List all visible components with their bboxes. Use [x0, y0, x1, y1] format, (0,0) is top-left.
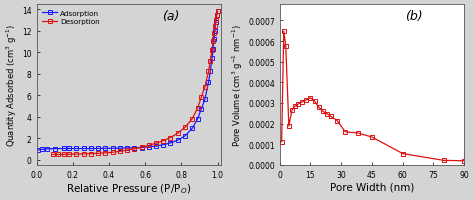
Adsorption	[199, 108, 204, 111]
Text: (a): (a)	[162, 10, 180, 23]
Adsorption	[189, 128, 195, 130]
Desorption	[168, 137, 173, 139]
Desorption	[210, 41, 216, 43]
Legend: Adsorption, Desorption: Adsorption, Desorption	[40, 8, 102, 27]
Desorption	[81, 153, 86, 155]
Adsorption	[153, 145, 159, 148]
Desorption	[117, 150, 123, 153]
Adsorption	[208, 71, 213, 73]
Desorption	[153, 142, 159, 145]
Desorption	[95, 152, 101, 155]
Adsorption	[214, 14, 219, 17]
Y-axis label: Pore Volume (cm$^3$ g$^{-1}$ nm$^{-1}$): Pore Volume (cm$^3$ g$^{-1}$ nm$^{-1}$)	[231, 24, 245, 146]
Adsorption	[52, 148, 57, 150]
Adsorption	[195, 118, 201, 120]
Adsorption	[45, 148, 50, 150]
Adsorption	[211, 39, 217, 41]
Desorption	[213, 20, 219, 22]
Adsorption	[212, 30, 218, 33]
Desorption	[199, 97, 204, 99]
Adsorption	[117, 147, 123, 150]
Desorption	[55, 154, 61, 156]
Desorption	[146, 144, 152, 147]
Desorption	[139, 146, 145, 149]
Adsorption	[175, 139, 181, 142]
Adsorption	[61, 148, 66, 150]
Desorption	[211, 32, 217, 35]
Adsorption	[168, 142, 173, 144]
Adsorption	[182, 135, 188, 137]
Desorption	[202, 86, 208, 88]
Desorption	[208, 60, 213, 63]
Adsorption	[139, 147, 145, 149]
Desorption	[131, 148, 137, 150]
X-axis label: Pore Width (nm): Pore Width (nm)	[330, 182, 414, 192]
Desorption	[50, 153, 55, 156]
Desorption	[61, 153, 66, 156]
Desorption	[189, 118, 195, 120]
Desorption	[66, 153, 72, 156]
Adsorption	[160, 144, 166, 146]
Desorption	[109, 151, 115, 154]
Adsorption	[88, 148, 94, 150]
Adsorption	[124, 147, 130, 149]
Line: Desorption: Desorption	[51, 11, 219, 156]
Desorption	[88, 153, 94, 155]
Desorption	[102, 152, 108, 154]
Desorption	[73, 153, 79, 155]
Adsorption	[146, 146, 152, 148]
Adsorption	[202, 99, 208, 101]
Text: (b): (b)	[405, 10, 423, 23]
Adsorption	[206, 82, 211, 84]
Desorption	[195, 107, 201, 110]
Adsorption	[109, 147, 115, 150]
Desorption	[212, 26, 218, 28]
Desorption	[182, 126, 188, 129]
Adsorption	[39, 148, 45, 151]
Desorption	[215, 11, 220, 14]
Adsorption	[81, 148, 86, 150]
Desorption	[206, 71, 211, 73]
Y-axis label: Quantity Adsorbed (cm$^3$ g$^{-1}$): Quantity Adsorbed (cm$^3$ g$^{-1}$)	[5, 24, 19, 146]
Adsorption	[215, 11, 220, 14]
Adsorption	[209, 57, 215, 59]
Desorption	[214, 14, 219, 17]
Desorption	[160, 140, 166, 142]
Adsorption	[36, 149, 41, 152]
Adsorption	[66, 148, 72, 150]
Adsorption	[95, 147, 101, 150]
Desorption	[175, 132, 181, 135]
Adsorption	[102, 147, 108, 150]
Line: Adsorption: Adsorption	[37, 11, 219, 152]
Adsorption	[73, 148, 79, 150]
Adsorption	[213, 22, 219, 24]
Adsorption	[210, 49, 216, 51]
X-axis label: Relative Pressure (P/P$_O$): Relative Pressure (P/P$_O$)	[66, 182, 191, 195]
Adsorption	[131, 147, 137, 149]
Desorption	[209, 50, 215, 52]
Desorption	[124, 149, 130, 152]
